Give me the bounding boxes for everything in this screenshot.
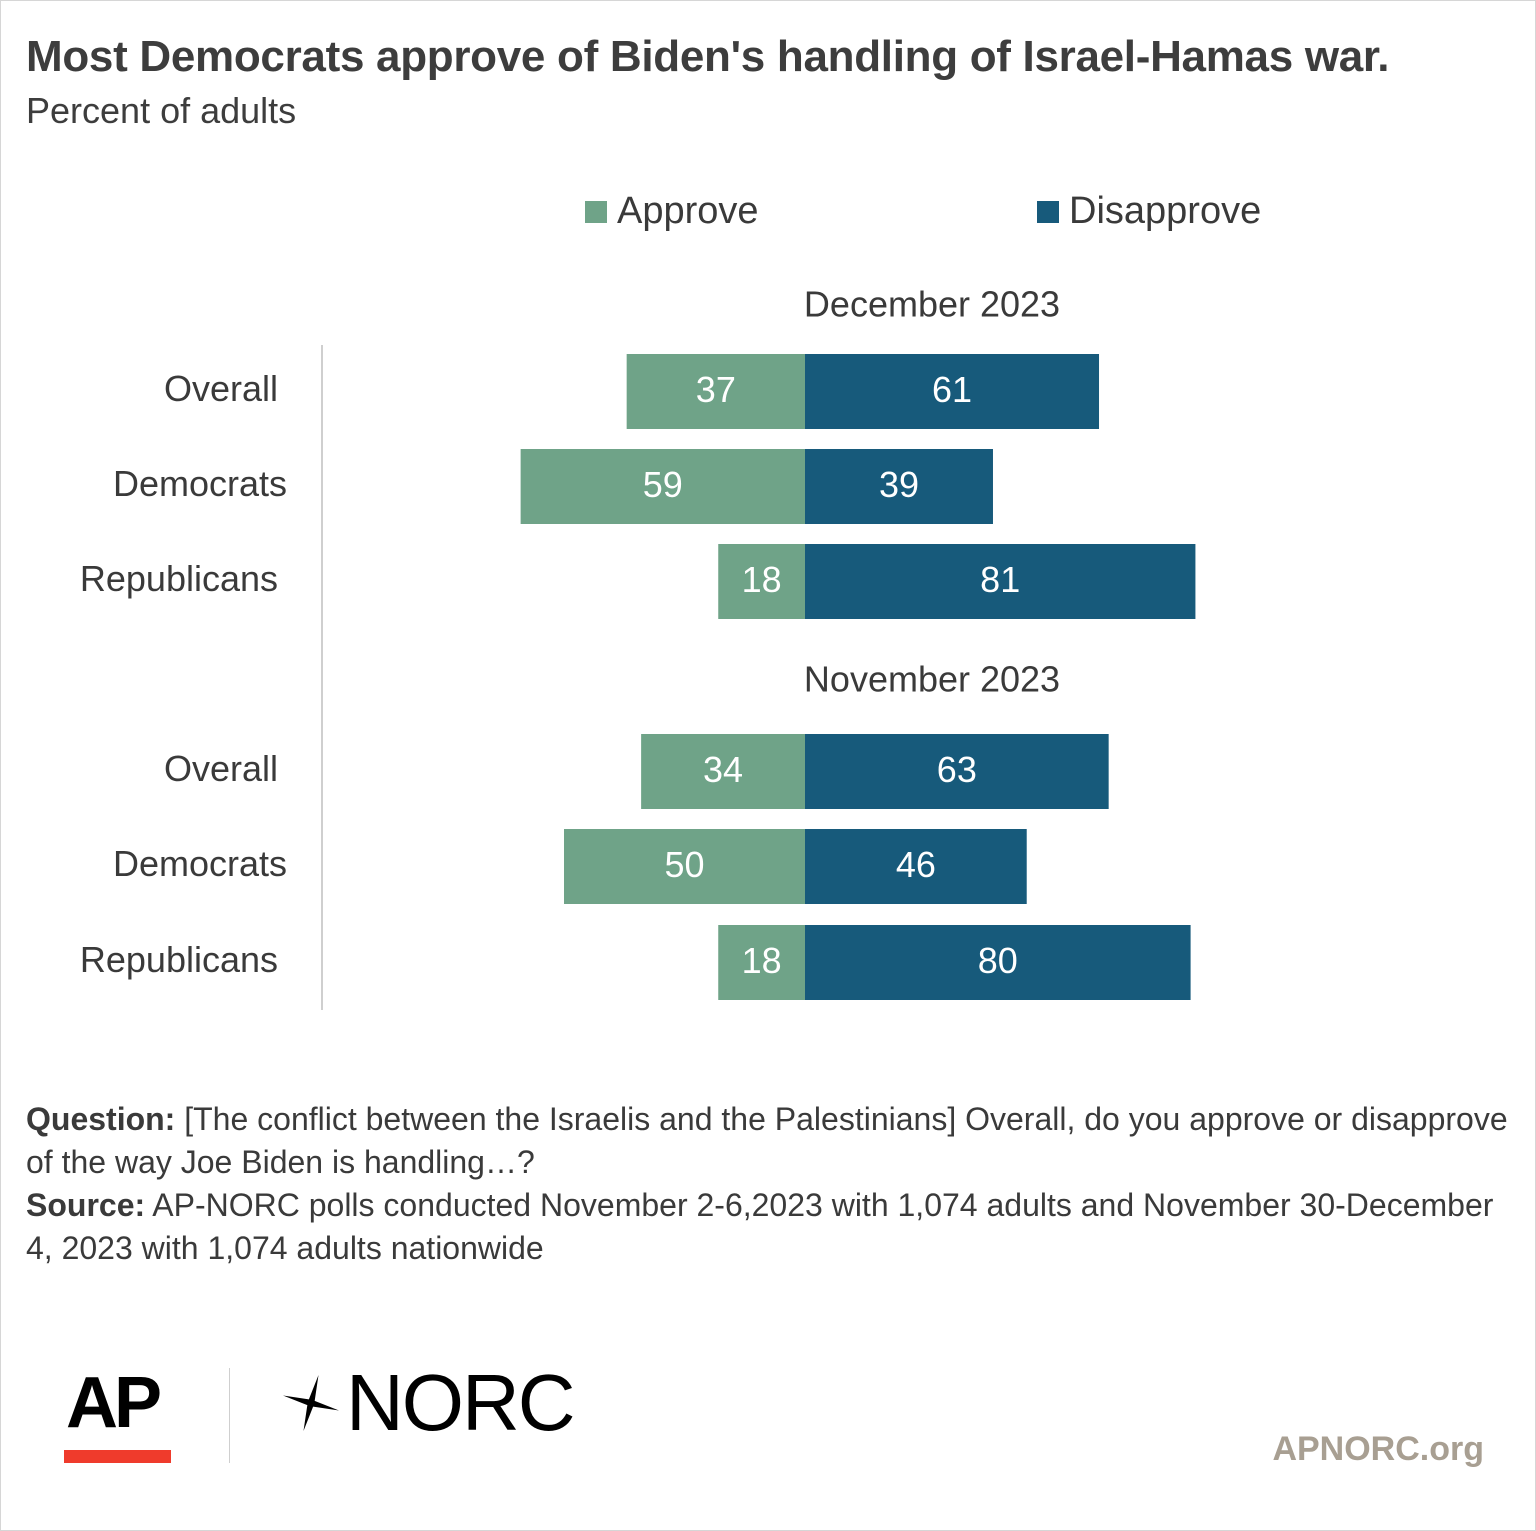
bar-disapprove	[805, 829, 1027, 904]
bar-disapprove	[805, 449, 993, 524]
legend-swatch-approve	[585, 200, 607, 223]
bar-approve	[641, 734, 805, 809]
legend-item-disapprove: Disapprove	[1037, 190, 1261, 233]
bar-approve	[718, 925, 805, 1000]
data-label-disapprove: 63	[937, 749, 977, 790]
norc-star-icon	[282, 1374, 340, 1432]
category-label: Republicans	[80, 939, 278, 980]
data-label-approve: 37	[696, 369, 736, 410]
source-label: Source:	[26, 1187, 146, 1223]
bar-approve	[626, 354, 805, 429]
ap-logo-bar	[64, 1450, 171, 1463]
category-label: Republicans	[80, 558, 278, 599]
data-label-approve: 34	[703, 749, 743, 790]
bar-approve	[718, 544, 805, 619]
question-text: [The conflict between the Israelis and t…	[26, 1101, 1508, 1180]
ap-logo: AP	[66, 1363, 162, 1443]
category-label: Overall	[164, 368, 278, 409]
bar-disapprove	[805, 734, 1109, 809]
legend-swatch-disapprove	[1037, 200, 1059, 223]
category-label: Overall	[164, 748, 278, 789]
legend-label-disapprove: Disapprove	[1069, 190, 1262, 232]
data-label-disapprove: 39	[879, 464, 919, 505]
norc-logo: NORC	[276, 1357, 576, 1449]
legend-label-approve: Approve	[617, 190, 759, 232]
category-label: Democrats	[113, 463, 287, 504]
bar-approve	[564, 829, 805, 904]
bar-disapprove	[805, 925, 1191, 1000]
chart-notes: Question: [The conflict between the Isra…	[26, 1098, 1510, 1270]
data-label-approve: 59	[643, 464, 683, 505]
category-label: Democrats	[113, 843, 287, 884]
data-label-disapprove: 81	[980, 559, 1020, 600]
bar-disapprove	[805, 354, 1100, 429]
bar-disapprove	[805, 544, 1196, 619]
site-url: APNORC.org	[1272, 1430, 1484, 1468]
panel-title: November 2023	[804, 659, 1060, 700]
question-label: Question:	[26, 1101, 176, 1137]
data-label-disapprove: 61	[932, 369, 972, 410]
data-label-disapprove: 80	[978, 940, 1018, 981]
data-label-approve: 18	[742, 940, 782, 981]
panel-title: December 2023	[804, 284, 1060, 325]
bar-approve	[520, 449, 805, 524]
norc-logo-text: NORC	[346, 1358, 576, 1447]
legend-item-approve: Approve	[585, 190, 759, 233]
logo-divider	[229, 1368, 230, 1463]
legend: Approve Disapprove	[0, 190, 1536, 236]
data-label-disapprove: 46	[896, 844, 936, 885]
chart-subtitle: Percent of adults	[26, 90, 297, 131]
data-label-approve: 18	[742, 559, 782, 600]
chart-title: Most Democrats approve of Biden's handli…	[26, 32, 1390, 81]
source-text: AP-NORC polls conducted November 2-6,202…	[26, 1187, 1494, 1266]
data-label-approve: 50	[664, 844, 704, 885]
bar-chart: December 2023 Overall 37 61 Democrats 59 39 Rep…	[80, 284, 1196, 1010]
